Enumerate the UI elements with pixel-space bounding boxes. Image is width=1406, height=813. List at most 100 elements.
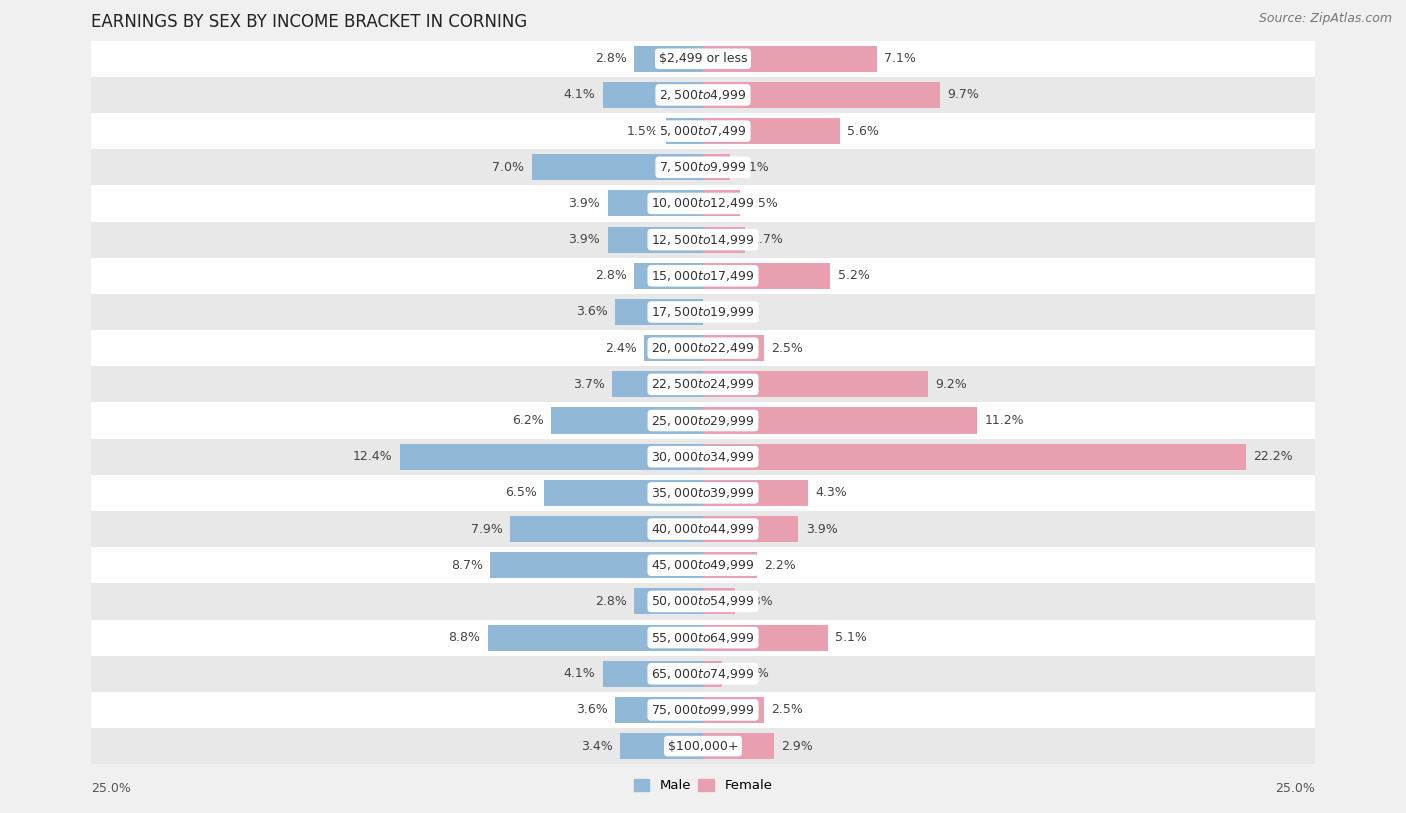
Text: $30,000 to $34,999: $30,000 to $34,999 — [651, 450, 755, 463]
Bar — [91, 475, 1315, 511]
Text: $12,500 to $14,999: $12,500 to $14,999 — [651, 233, 755, 246]
Bar — [703, 444, 1246, 470]
Bar — [551, 407, 703, 433]
Text: $10,000 to $12,499: $10,000 to $12,499 — [651, 197, 755, 211]
Bar — [703, 46, 877, 72]
Text: 6.5%: 6.5% — [505, 486, 537, 499]
Text: 9.2%: 9.2% — [935, 378, 967, 391]
Bar — [91, 402, 1315, 438]
Text: 2.8%: 2.8% — [595, 52, 627, 65]
Bar — [603, 661, 703, 687]
Text: EARNINGS BY SEX BY INCOME BRACKET IN CORNING: EARNINGS BY SEX BY INCOME BRACKET IN COR… — [91, 13, 527, 31]
Text: 2.4%: 2.4% — [605, 341, 637, 354]
Bar — [703, 552, 756, 578]
Text: 5.6%: 5.6% — [848, 124, 879, 137]
Bar — [91, 583, 1315, 620]
Bar — [91, 655, 1315, 692]
Bar — [666, 118, 703, 144]
Text: 11.2%: 11.2% — [984, 414, 1024, 427]
Bar — [399, 444, 703, 470]
Bar — [91, 149, 1315, 185]
Text: $55,000 to $64,999: $55,000 to $64,999 — [651, 631, 755, 645]
Bar — [703, 697, 765, 723]
Text: $65,000 to $74,999: $65,000 to $74,999 — [651, 667, 755, 680]
Text: 3.7%: 3.7% — [574, 378, 605, 391]
Text: $2,499 or less: $2,499 or less — [659, 52, 747, 65]
Bar — [644, 335, 703, 361]
Text: 3.9%: 3.9% — [806, 523, 838, 536]
Bar — [91, 258, 1315, 293]
Text: $35,000 to $39,999: $35,000 to $39,999 — [651, 486, 755, 500]
Text: $45,000 to $49,999: $45,000 to $49,999 — [651, 559, 755, 572]
Text: $22,500 to $24,999: $22,500 to $24,999 — [651, 377, 755, 391]
Bar — [703, 733, 773, 759]
Text: 7.9%: 7.9% — [471, 523, 502, 536]
Text: 2.8%: 2.8% — [595, 269, 627, 282]
Text: 2.5%: 2.5% — [772, 703, 803, 716]
Bar — [703, 82, 941, 108]
Bar — [510, 516, 703, 542]
Bar — [91, 185, 1315, 221]
Text: 4.1%: 4.1% — [564, 89, 595, 102]
Bar — [703, 335, 765, 361]
Text: Source: ZipAtlas.com: Source: ZipAtlas.com — [1258, 12, 1392, 25]
Bar — [703, 624, 828, 650]
Text: 25.0%: 25.0% — [91, 782, 131, 795]
Bar — [634, 589, 703, 615]
Bar — [531, 154, 703, 180]
Text: $5,000 to $7,499: $5,000 to $7,499 — [659, 124, 747, 138]
Text: $20,000 to $22,499: $20,000 to $22,499 — [651, 341, 755, 355]
Text: 8.7%: 8.7% — [451, 559, 482, 572]
Bar — [488, 624, 703, 650]
Bar — [703, 516, 799, 542]
Bar — [91, 366, 1315, 402]
Text: 3.6%: 3.6% — [576, 306, 607, 319]
Text: 0.76%: 0.76% — [728, 667, 769, 680]
Bar — [634, 46, 703, 72]
Text: $50,000 to $54,999: $50,000 to $54,999 — [651, 594, 755, 608]
Text: 3.4%: 3.4% — [581, 740, 613, 753]
Text: 1.3%: 1.3% — [742, 595, 773, 608]
Bar — [703, 227, 745, 253]
Bar — [91, 293, 1315, 330]
Bar — [91, 41, 1315, 76]
Text: 0.0%: 0.0% — [710, 306, 742, 319]
Text: 5.2%: 5.2% — [838, 269, 869, 282]
Bar — [607, 227, 703, 253]
Bar — [703, 263, 830, 289]
Text: $15,000 to $17,499: $15,000 to $17,499 — [651, 269, 755, 283]
Bar — [91, 76, 1315, 113]
Bar — [91, 728, 1315, 764]
Bar — [91, 221, 1315, 258]
Bar — [91, 330, 1315, 366]
Text: 9.7%: 9.7% — [948, 89, 980, 102]
Text: 2.2%: 2.2% — [765, 559, 796, 572]
Text: 3.6%: 3.6% — [576, 703, 607, 716]
Text: 1.5%: 1.5% — [747, 197, 779, 210]
Bar — [703, 480, 808, 506]
Text: 2.9%: 2.9% — [782, 740, 813, 753]
Text: 4.3%: 4.3% — [815, 486, 848, 499]
Text: 6.2%: 6.2% — [512, 414, 544, 427]
Text: 12.4%: 12.4% — [353, 450, 392, 463]
Bar — [91, 547, 1315, 583]
Text: 25.0%: 25.0% — [1275, 782, 1315, 795]
Text: $7,500 to $9,999: $7,500 to $9,999 — [659, 160, 747, 174]
Text: $2,500 to $4,999: $2,500 to $4,999 — [659, 88, 747, 102]
Bar — [703, 190, 740, 216]
Bar — [91, 438, 1315, 475]
Bar — [634, 263, 703, 289]
Legend: Male, Female: Male, Female — [628, 773, 778, 798]
Text: 4.1%: 4.1% — [564, 667, 595, 680]
Bar — [91, 620, 1315, 655]
Text: 1.1%: 1.1% — [737, 161, 769, 174]
Text: 5.1%: 5.1% — [835, 631, 868, 644]
Bar — [703, 118, 839, 144]
Text: 8.8%: 8.8% — [449, 631, 481, 644]
Bar — [703, 372, 928, 398]
Bar — [614, 299, 703, 325]
Bar — [613, 372, 703, 398]
Bar — [491, 552, 703, 578]
Bar — [614, 697, 703, 723]
Bar — [703, 589, 735, 615]
